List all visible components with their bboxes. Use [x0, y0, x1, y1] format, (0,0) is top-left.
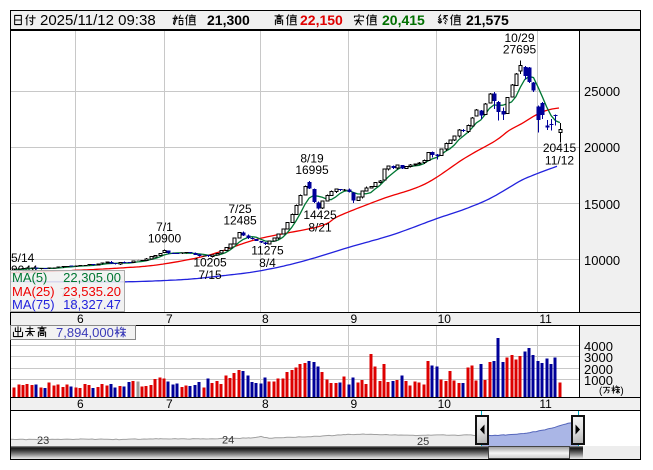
svg-text:7/1: 7/1 — [156, 220, 173, 234]
svg-text:25: 25 — [417, 436, 429, 446]
svg-text:5/14: 5/14 — [11, 251, 35, 265]
svg-text:12485: 12485 — [223, 214, 257, 228]
svg-text:7/15: 7/15 — [198, 268, 222, 282]
svg-text:8/4: 8/4 — [259, 256, 276, 270]
svg-text:20415: 20415 — [543, 141, 577, 155]
svg-text:10/29: 10/29 — [504, 31, 534, 45]
svg-text:11/12: 11/12 — [545, 153, 574, 167]
svg-text:27695: 27695 — [503, 42, 537, 56]
svg-text:23: 23 — [37, 435, 49, 446]
svg-text:24: 24 — [222, 435, 234, 447]
svg-text:14425: 14425 — [303, 208, 337, 222]
svg-text:7/25: 7/25 — [228, 202, 252, 216]
svg-text:10900: 10900 — [148, 231, 182, 245]
svg-text:16995: 16995 — [295, 163, 329, 177]
svg-text:8/19: 8/19 — [300, 151, 324, 165]
svg-text:10205: 10205 — [193, 256, 227, 270]
svg-text:8/21: 8/21 — [308, 221, 332, 235]
svg-text:11275: 11275 — [251, 244, 284, 258]
